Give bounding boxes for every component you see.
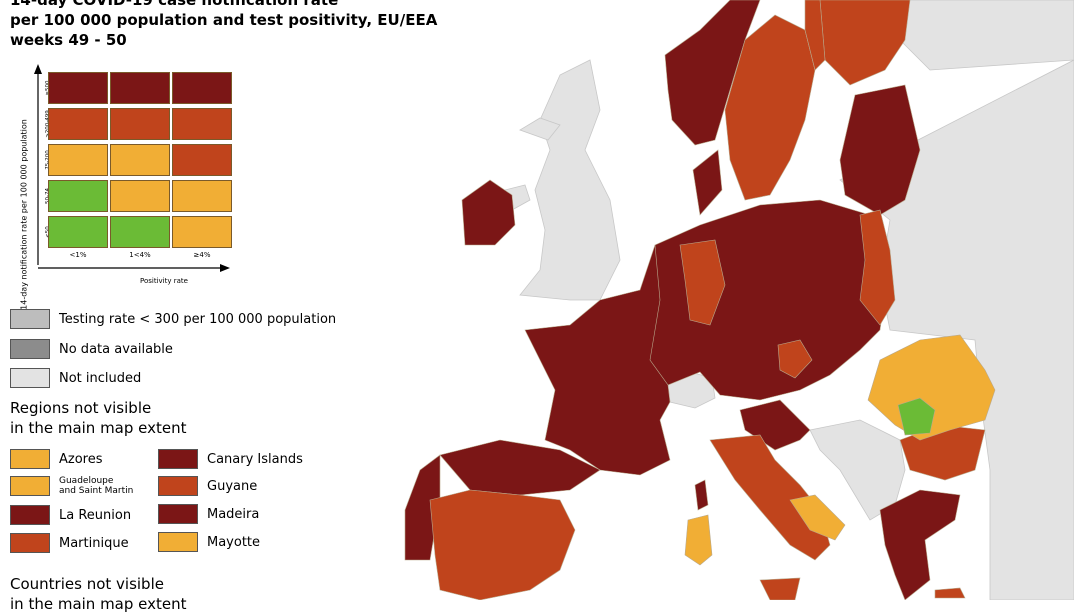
region-canary-islands: Canary Islands: [158, 449, 303, 469]
matrix-cell: [48, 72, 108, 104]
col-label-1: <1%: [69, 251, 87, 259]
matrix-cell: [110, 72, 170, 104]
region-guadeloupe-label: Guadeloupe and Saint Martin: [59, 476, 133, 496]
matrix-axes: [34, 64, 230, 272]
matrix-cell: [48, 180, 108, 212]
title-line-2: per 100 000 population and test positivi…: [10, 11, 438, 29]
map-austria-region: [777, 339, 813, 379]
countries-heading-2: in the main map extent: [10, 595, 187, 613]
countries-heading-1: Countries not visible: [10, 575, 164, 593]
europe-map: [404, 0, 1074, 600]
matrix-cell: [110, 180, 170, 212]
region-madeira-label: Madeira: [207, 506, 260, 522]
swatch-madeira: [158, 504, 198, 524]
map-germany-northwest: [679, 239, 726, 326]
region-martinique: Martinique: [10, 533, 129, 553]
matrix-cell: [110, 216, 170, 248]
col-label-2: 1<4%: [129, 251, 151, 259]
map-crete: [934, 587, 966, 599]
map-greece: [879, 489, 961, 600]
legend-no-data-text: No data available: [59, 341, 173, 357]
map-sweden: [724, 14, 816, 201]
map-italy-south-region: [789, 494, 846, 541]
map-poland-east: [859, 209, 896, 326]
region-mayotte-label: Mayotte: [207, 534, 261, 550]
title-line-1: 14-day COVID-19 case notification rate: [10, 0, 339, 9]
regions-heading: Regions not visible in the main map exte…: [10, 398, 187, 438]
matrix-cell: [48, 108, 108, 140]
map-italy: [709, 434, 831, 561]
matrix-cell: [172, 72, 232, 104]
swatch-no-data: [10, 339, 50, 359]
map-sweden-north: [804, 0, 826, 71]
region-martinique-label: Martinique: [59, 535, 129, 551]
map-central-europe: [639, 199, 891, 401]
map-norway-north-not-included: [879, 0, 1074, 71]
matrix-cell: [172, 108, 232, 140]
region-mayotte: Mayotte: [158, 532, 260, 552]
region-guyane: Guyane: [158, 476, 257, 496]
legend-no-data: No data available: [10, 339, 173, 359]
matrix-cell: [172, 216, 232, 248]
matrix-cell: [110, 108, 170, 140]
region-azores: Azores: [10, 449, 103, 469]
map-sardinia: [684, 514, 713, 566]
region-guadeloupe: Guadeloupe and Saint Martin: [10, 476, 133, 496]
map-iceland-not-included: [519, 117, 561, 141]
swatch-canary-islands: [158, 449, 198, 469]
countries-heading: Countries not visible in the main map ex…: [10, 574, 187, 614]
region-guadeloupe-label-1: Guadeloupe: [59, 476, 114, 486]
map-spain-central: [429, 489, 576, 600]
map-finland: [819, 0, 911, 86]
swatch-guadeloupe: [10, 476, 50, 496]
region-la-reunion: La Reunion: [10, 505, 131, 525]
map-france: [524, 244, 671, 476]
region-guyane-label: Guyane: [207, 478, 258, 494]
swatch-la-reunion: [10, 505, 50, 525]
matrix-cell: [48, 216, 108, 248]
map-sicily: [759, 577, 801, 600]
title-line-3: weeks 49 - 50: [10, 31, 127, 49]
legend-testing-rate: Testing rate < 300 per 100 000 populatio…: [10, 309, 336, 329]
swatch-martinique: [10, 533, 50, 553]
map-corsica: [694, 479, 709, 511]
map-denmark: [692, 149, 723, 216]
x-axis-label: Positivity rate: [140, 277, 188, 285]
regions-heading-2: in the main map extent: [10, 419, 187, 437]
region-canary-islands-label: Canary Islands: [207, 451, 303, 467]
map-ireland: [461, 179, 516, 246]
region-guadeloupe-label-2: and Saint Martin: [59, 486, 134, 496]
map-estonia-latvia-lithuania: [839, 84, 921, 216]
map-uk-not-included: [519, 59, 621, 301]
matrix-cell: [172, 180, 232, 212]
swatch-guyane: [158, 476, 198, 496]
swatch-not-included: [10, 368, 50, 388]
col-label-3: ≥4%: [193, 251, 211, 259]
region-azores-label: Azores: [59, 451, 103, 467]
legend-not-included-text: Not included: [59, 370, 142, 386]
swatch-mayotte: [158, 532, 198, 552]
swatch-testing-rate: [10, 309, 50, 329]
region-la-reunion-label: La Reunion: [59, 507, 132, 523]
legend-testing-rate-text: Testing rate < 300 per 100 000 populatio…: [59, 311, 337, 327]
legend-not-included: Not included: [10, 368, 141, 388]
legend-matrix: 14-day notification rate per 100 000 pop…: [8, 60, 248, 310]
swatch-azores: [10, 449, 50, 469]
map-romania-green-region: [897, 397, 936, 436]
map-norway: [664, 0, 761, 146]
map-title: 14-day COVID-19 case notification rate p…: [10, 0, 437, 50]
matrix-cell: [172, 144, 232, 176]
matrix-cell: [48, 144, 108, 176]
regions-heading-1: Regions not visible: [10, 399, 152, 417]
matrix-cell: [110, 144, 170, 176]
region-madeira: Madeira: [158, 504, 259, 524]
